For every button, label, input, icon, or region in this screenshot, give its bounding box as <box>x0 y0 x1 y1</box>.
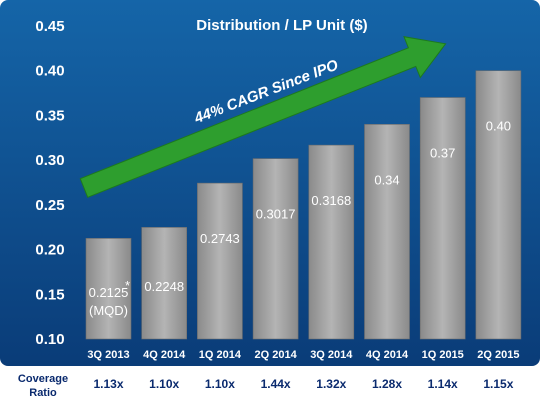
coverage-value: 1.13x <box>93 377 123 391</box>
y-tick-label: 0.25 <box>35 197 64 214</box>
coverage-label-line2: Ratio <box>29 387 57 399</box>
x-tick-label: 4Q 2014 <box>143 349 186 361</box>
x-tick-label: 3Q 2014 <box>310 349 353 361</box>
coverage-value: 1.32x <box>316 377 346 391</box>
bars-group: 0.2125* (MQD) 0.2248 0.2743 0.3017 0.3168 0.34… <box>85 70 522 340</box>
mqd-note: (MQD) <box>89 303 128 318</box>
y-tick-label: 0.20 <box>35 242 64 259</box>
y-axis: 0.45 0.40 0.35 0.30 0.25 0.20 0.15 0.10 <box>35 18 64 348</box>
bar-value-label: 0.34 <box>374 172 399 187</box>
x-axis: 3Q 2013 4Q 2014 1Q 2014 2Q 2014 3Q 2014 4Q 20… <box>87 349 519 361</box>
coverage-value: 1.44x <box>261 377 291 391</box>
coverage-label-line1: Coverage <box>18 373 68 385</box>
bar <box>197 182 243 340</box>
y-tick-label: 0.45 <box>35 18 64 35</box>
footnote-marker: * <box>125 278 130 293</box>
y-tick-label: 0.40 <box>35 63 64 80</box>
bar <box>141 227 187 340</box>
coverage-value: 1.10x <box>205 377 235 391</box>
coverage-row: Coverage Ratio 1.13x 1.10x 1.10x 1.44x 1.32x… <box>18 373 514 399</box>
bar-value-label: 0.3168 <box>311 193 351 208</box>
bar <box>475 70 522 340</box>
x-tick-label: 2Q 2015 <box>477 349 519 361</box>
bar <box>364 124 410 340</box>
bar <box>419 97 466 340</box>
y-tick-label: 0.35 <box>35 107 64 124</box>
coverage-value: 1.10x <box>149 377 179 391</box>
y-tick-label: 0.30 <box>35 152 64 169</box>
x-tick-label: 1Q 2015 <box>422 349 464 361</box>
coverage-value: 1.15x <box>483 377 513 391</box>
bar-value-label: 0.3017 <box>256 207 296 222</box>
x-tick-label: 3Q 2013 <box>87 349 129 361</box>
y-tick-label: 0.10 <box>35 331 64 348</box>
coverage-value: 1.28x <box>372 377 402 391</box>
x-tick-label: 2Q 2014 <box>254 349 297 361</box>
bar-value-label: 0.37 <box>430 146 455 161</box>
bar <box>252 158 299 340</box>
bar-value-label: 0.2125 <box>89 285 129 300</box>
coverage-value: 1.14x <box>428 377 458 391</box>
bar <box>85 238 132 340</box>
bar-value-label: 0.40 <box>486 119 511 134</box>
growth-arrow-icon <box>79 36 447 198</box>
bar-value-label: 0.2743 <box>200 231 240 246</box>
x-tick-label: 1Q 2014 <box>199 349 242 361</box>
bar <box>308 144 355 340</box>
bar-value-label: 0.2248 <box>144 279 184 294</box>
x-tick-label: 4Q 2014 <box>366 349 409 361</box>
y-tick-label: 0.15 <box>35 286 64 303</box>
chart-title: Distribution / LP Unit ($) <box>196 17 367 34</box>
